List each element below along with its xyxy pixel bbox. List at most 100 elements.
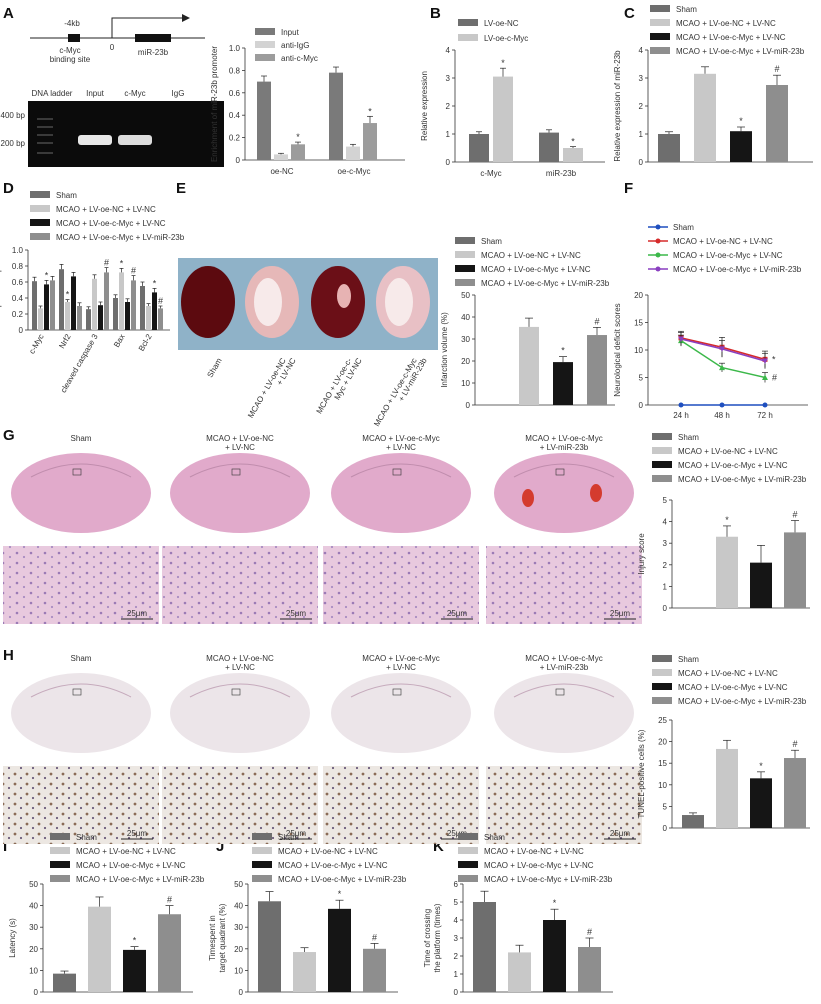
stain-group-title: + LV-miR-23b [540, 443, 589, 452]
significance-mark: * [571, 137, 575, 147]
cortex-line [513, 683, 615, 698]
legend-label: Sham [484, 833, 505, 842]
chart-e: 0 10 20 30 40 50 Infarction volume (%) * # [440, 291, 615, 410]
legend-label: MCAO + LV-oe-NC + LV-NC [481, 251, 581, 260]
y-tick-label: 0.2 [229, 134, 241, 143]
panel-label-c: C [624, 5, 635, 22]
significance-mark: * [296, 132, 300, 142]
scale-bar-label: 25μm [447, 829, 468, 838]
y-tick-label: 3 [639, 74, 644, 83]
bar-d [131, 280, 136, 330]
y-tick-label: 1 [663, 582, 668, 591]
infarct-area [385, 278, 413, 326]
y-tick-label: 0.8 [229, 66, 241, 75]
x-tick-label: c-Myc [27, 333, 45, 356]
legend-d: Sham MCAO + LV-oe-NC + LV-NC MCAO + LV-oe-… [30, 191, 185, 242]
binding-site-label: binding site [50, 55, 91, 64]
bar-c-3 [766, 85, 788, 162]
y-tick-label: 40 [461, 313, 470, 322]
legend-swatch [455, 265, 475, 272]
legend-label: MCAO + LV-oe-c-Myc + LV-NC [484, 861, 594, 870]
significance-mark: # [594, 316, 599, 326]
brain-group-label: Sham [205, 356, 223, 379]
legend-f: Sham MCAO + LV-oe-NC + LV-NC MCAO + LV-oe-… [648, 223, 802, 274]
bar-d [98, 305, 103, 330]
legend-label: MCAO + LV-oe-NC + LV-NC [278, 847, 378, 856]
bar-c-2 [730, 131, 752, 162]
legend-swatch [255, 28, 275, 35]
stain-group-title: + LV-NC [386, 663, 416, 672]
zoom-box [392, 468, 402, 476]
stain-group-title: Sham [71, 654, 92, 663]
significance-mark: # [131, 266, 136, 276]
significance-mark: * [153, 278, 157, 288]
legend-swatch [50, 861, 70, 868]
bar-h-2 [750, 778, 772, 828]
y-tick-label: 40 [234, 902, 243, 911]
legend-swatch [255, 41, 275, 48]
legend-label: MCAO + LV-oe-c-Myc + LV-miR-23b [278, 875, 407, 884]
legend-label: MCAO + LV-oe-c-Myc + LV-NC [481, 265, 591, 274]
legend-label: Sham [678, 433, 699, 442]
zoom-box [231, 688, 241, 696]
legend-swatch [652, 461, 672, 468]
legend-swatch [458, 833, 478, 840]
bar-h-3 [784, 758, 806, 828]
y-tick-label: 15 [658, 759, 667, 768]
stain-group-title: + LV-NC [386, 443, 416, 452]
y-tick-label: 30 [29, 923, 38, 932]
y-tick-label: 3 [446, 74, 451, 83]
legend-marker [655, 224, 661, 230]
panel-label-h: H [3, 647, 14, 664]
data-point [719, 364, 725, 371]
ttc-brain-photo: Sham MCAO + LV-oe-NC+ LV-NC MCAO + LV-oe-c… [178, 258, 438, 428]
y-tick-label: 0.2 [12, 310, 24, 319]
y-axis-label: Timespent in [208, 915, 217, 961]
legend-swatch [650, 19, 670, 26]
zoom-box [555, 468, 565, 476]
significance-mark: * [772, 354, 776, 364]
y-tick-label: 0 [639, 401, 644, 410]
x-tick-label: Bax [112, 333, 127, 349]
legend-swatch [30, 233, 50, 240]
zoom-box [72, 468, 82, 476]
marker-label: 200 bp [1, 139, 26, 148]
x-tick-label: 72 h [757, 411, 773, 420]
legend-swatch [652, 697, 672, 704]
legend-label: MCAO + LV-oe-c-Myc + LV-miR-23b [673, 265, 802, 274]
coronal-section [331, 453, 471, 533]
y-tick-label: 2 [639, 102, 644, 111]
x-tick-label: oe-c-Myc [338, 167, 371, 176]
legend-swatch [30, 219, 50, 226]
legend-swatch [50, 847, 70, 854]
legend-label: MCAO + LV-oe-c-Myc + LV-NC [278, 861, 388, 870]
legend-swatch [650, 5, 670, 12]
ladder-band [37, 134, 53, 136]
legend-h: Sham MCAO + LV-oe-NC + LV-NC MCAO + LV-oe-… [652, 655, 807, 706]
legend-label: MCAO + LV-oe-NC + LV-NC [678, 669, 778, 678]
y-tick-label: 30 [461, 335, 470, 344]
legend-label: MCAO + LV-oe-c-Myc + LV-miR-23b [481, 279, 610, 288]
legend-label: MCAO + LV-oe-NC + LV-NC [673, 237, 773, 246]
bar-a [291, 144, 305, 160]
y-tick-label: 20 [29, 945, 38, 954]
bar-d [59, 269, 64, 330]
y-tick-label: 1 [639, 130, 644, 139]
gel-background [28, 101, 224, 167]
stain-group-title: MCAO + LV-oe-c-Myc [362, 434, 439, 443]
ladder-band [37, 118, 53, 120]
y-tick-label: 2 [446, 102, 451, 111]
significance-mark: # [587, 927, 592, 937]
y-axis-label: target quadrant (%) [218, 903, 227, 972]
legend-label: Sham [278, 833, 299, 842]
bar-d [152, 292, 157, 330]
y-tick-label: 4 [454, 916, 459, 925]
y-axis-label: Infarction volume (%) [440, 312, 449, 388]
cortex-line [350, 683, 452, 698]
y-tick-label: 25 [658, 716, 667, 725]
legend-label: MCAO + LV-oe-NC + LV-NC [56, 205, 156, 214]
bar-i-2 [123, 949, 146, 992]
legend-marker [655, 266, 661, 272]
significance-mark: # [104, 258, 109, 268]
bar-b [539, 132, 559, 162]
